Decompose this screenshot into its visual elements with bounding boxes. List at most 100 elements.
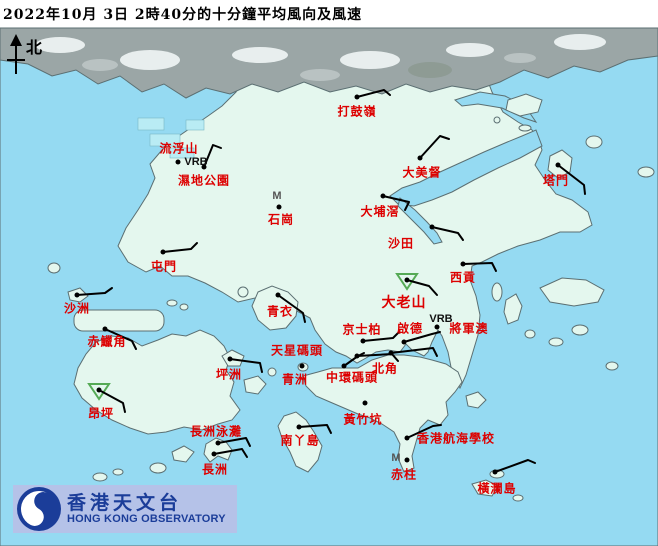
station-dot (417, 155, 423, 161)
station-tai-po-kau (380, 193, 410, 211)
kau-yi-chau (267, 367, 277, 377)
wind-barb-icon (277, 294, 306, 323)
soko-islands (149, 462, 167, 474)
station-kai-tak (401, 331, 441, 345)
fishponds (137, 117, 205, 159)
brothers-island-2 (179, 303, 189, 311)
station-dot (354, 94, 360, 100)
small-island-se (512, 494, 524, 502)
wind-barb-icon (298, 424, 332, 434)
wind-barb-icon (419, 135, 450, 159)
wind-barb-icon (557, 164, 586, 195)
high-island (539, 277, 605, 307)
ap-chau (493, 116, 501, 124)
station-dot (341, 363, 347, 369)
station-sha-tin (429, 224, 464, 241)
hong-kong-island (302, 354, 463, 473)
station-dot (404, 435, 410, 441)
station-tseung-kwan-o (434, 324, 440, 330)
wind-barb-icon (406, 279, 438, 296)
urban-texture (35, 34, 606, 81)
tsing-yi-island (251, 285, 299, 331)
station-cheung-chau-beach (215, 437, 251, 447)
wind-barb-icon (382, 195, 410, 211)
station-tuen-mun (160, 242, 198, 255)
station-tsing-yi (275, 292, 306, 323)
station-sai-kung (460, 261, 497, 272)
wind-barb-icon (98, 389, 126, 413)
station-dot (275, 292, 281, 298)
wind-barb-icon (403, 331, 441, 343)
sharp-island (491, 282, 503, 302)
station-peng-chau (227, 356, 263, 373)
wind-barb-icon (390, 347, 438, 357)
station-dot (296, 424, 302, 430)
station-dot (96, 387, 102, 393)
station-dot (360, 338, 366, 344)
station-dot (102, 326, 108, 332)
lung-kwu-chau (47, 262, 61, 274)
station-lau-fau-shan (175, 159, 181, 165)
station-dot (362, 400, 368, 406)
tolo-harbour-water (389, 129, 543, 207)
wind-barb-icon (362, 331, 400, 342)
station-dot (299, 363, 305, 369)
station-dot (404, 457, 410, 463)
station-dot (201, 164, 207, 170)
wind-barb-icon (104, 328, 137, 350)
wind-barb-icon (356, 89, 391, 98)
ma-wan-island (237, 286, 249, 298)
station-north-point (388, 347, 438, 357)
hei-ling-chau (243, 375, 267, 395)
ninepin-islands (605, 361, 619, 371)
station-triangle-icon (87, 383, 111, 401)
north-indicator: 北 (4, 30, 64, 80)
wind-barb-icon (203, 144, 222, 168)
station-dot (215, 440, 221, 446)
station-dot (401, 339, 407, 345)
station-cheung-chau (211, 448, 248, 458)
station-chek-lap-kok (102, 326, 137, 350)
shatin-cove-water (397, 197, 443, 245)
station-sea-school (404, 424, 442, 441)
station-stanley (404, 457, 410, 463)
shek-kwu-chau (171, 445, 195, 463)
double-island (518, 124, 532, 132)
station-dot (555, 162, 561, 168)
station-tai-mei-tuk (417, 135, 450, 161)
wind-barb-icon (462, 262, 497, 272)
lantau-island (73, 329, 241, 435)
station-dot (227, 356, 233, 362)
station-dot (460, 261, 466, 267)
station-lamma-island (296, 424, 332, 434)
station-dot (429, 224, 435, 230)
shenzhen-urban-area (0, 27, 658, 99)
airport-island (73, 309, 165, 332)
kau-sai-chau (503, 293, 523, 325)
jin-island (524, 329, 536, 339)
port-island (585, 135, 603, 149)
hko-name-english: HONG KONG OBSERVATORY (67, 512, 226, 525)
starling-inlet-water (453, 91, 538, 123)
station-ngong-ping (87, 383, 126, 413)
station-dot (276, 204, 282, 210)
wind-barb-icon (406, 424, 442, 439)
wind-barb-icon (343, 352, 365, 367)
hko-logo-icon (17, 487, 61, 531)
brothers-island-1 (166, 299, 178, 307)
station-green-island (299, 363, 305, 369)
station-dot (404, 277, 410, 283)
station-dot (160, 249, 166, 255)
station-dot (492, 469, 498, 475)
wind-barb-icon (217, 437, 251, 447)
station-tap-mun (555, 162, 586, 195)
tung-lung-chau (465, 391, 487, 409)
po-toi-island (471, 479, 499, 497)
wind-barb-icon (162, 242, 198, 253)
hko-logo-text: 香港天文台 HONG KONG OBSERVATORY (67, 493, 226, 526)
station-dot (434, 324, 440, 330)
wind-barb-icon (431, 226, 464, 241)
